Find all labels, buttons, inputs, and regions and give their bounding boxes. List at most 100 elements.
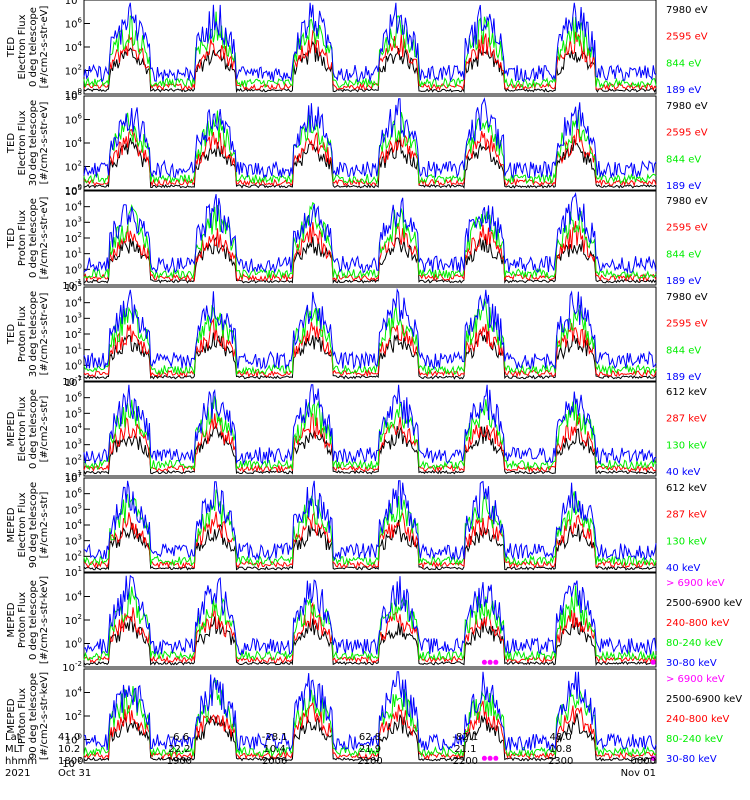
y-tick-label: 101 [65, 565, 82, 579]
x-tick-label: 10.8 [550, 744, 572, 755]
y-tick-label: 100 [65, 358, 82, 372]
series-green [83, 489, 657, 567]
legend-entry: 189 eV [666, 85, 701, 96]
legend-entry: 30-80 keV [666, 754, 717, 765]
legend-entry: > 6900 keV [666, 674, 725, 685]
x-tick-label: -6.6 [170, 732, 190, 743]
series-blue [83, 97, 657, 180]
series-green [83, 585, 657, 662]
x-tick-label: 21.1 [454, 744, 476, 755]
legend-entry: 7980 eV [666, 101, 708, 112]
series-green [83, 11, 657, 89]
legend-entry: 844 eV [666, 345, 701, 356]
x-tick-label: 2100 [357, 756, 382, 767]
y-tick-label: 103 [65, 534, 82, 548]
y-tick-label: 100 [65, 637, 82, 651]
x-tick-label: 22.2 [168, 744, 190, 755]
series-red [83, 511, 657, 570]
series-red [83, 413, 657, 474]
legend-entry: 7980 eV [666, 292, 708, 303]
y-tick-label: 104 [65, 590, 83, 604]
y-tick-label: 101 [65, 343, 82, 357]
y-tick-label: 104 [65, 296, 83, 310]
y-tick-label: 103 [65, 438, 82, 452]
y-tick-label: 102 [65, 327, 82, 341]
series-magenta-point [493, 755, 499, 761]
y-tick-label: 104 [65, 422, 83, 436]
y-tick-label: 101 [65, 247, 82, 261]
series-magenta-point [487, 659, 493, 665]
y-axis-label: MEPEDElectron Flux0 deg telescope[#/cm2-… [6, 389, 50, 469]
y-axis-label: TEDElectron Flux30 deg telescope[#/cm2-s… [6, 100, 50, 186]
row-label-lat: Lat [5, 732, 21, 743]
series-green [83, 110, 657, 186]
y-tick-label: 102 [65, 64, 82, 78]
legend-entry: 2500-6900 keV [666, 598, 742, 609]
x-tick-label: 1900 [167, 756, 192, 767]
y-axis-label: MEPEDElectron Flux90 deg telescope[#/cm2… [6, 482, 50, 568]
legend-entry: > 6900 keV [666, 578, 725, 589]
series-green [83, 679, 657, 758]
legend-entry: 844 eV [666, 58, 701, 69]
x-tick-label: 1800 [58, 756, 83, 767]
x-tick-label: -82.1 [452, 732, 478, 743]
series-magenta-point [487, 755, 493, 761]
legend-entry: 189 eV [666, 181, 701, 192]
x-tick-label: -28.1 [262, 732, 288, 743]
series-blue [83, 2, 657, 83]
legend-entry: 189 eV [666, 372, 701, 383]
legend-entry: 130 keV [666, 536, 707, 547]
series-blue [83, 574, 657, 656]
legend-entry: 7980 eV [666, 196, 708, 207]
legend-entry: 30-80 keV [666, 658, 717, 669]
y-tick-label: 102 [65, 453, 82, 467]
y-tick-label: 106 [65, 487, 83, 501]
y-tick-label: 104 [65, 686, 83, 700]
series-red [83, 220, 657, 283]
series-black [83, 616, 657, 667]
panel-7: 10-2 100 102 104 MEPEDProton Flux0 deg teles… [6, 572, 742, 674]
series-magenta-point [481, 755, 487, 761]
x-tick-label: 2300 [548, 756, 573, 767]
series-blue [83, 384, 657, 466]
legend-entry: 189 eV [666, 276, 701, 287]
series-green [83, 395, 657, 471]
y-tick-label: 105 [65, 280, 82, 294]
series-blue [83, 287, 657, 370]
y-tick-label: 104 [65, 136, 83, 150]
y-tick-label: 104 [65, 200, 83, 214]
series-black [83, 423, 657, 475]
legend-entry: 287 keV [666, 414, 707, 425]
legend-entry: 287 keV [666, 510, 707, 521]
x-tick-label: 2000 [262, 756, 287, 767]
series-magenta-point [650, 659, 656, 665]
series-blue [83, 671, 657, 752]
series-magenta-point [650, 755, 656, 761]
legend-entry: 2500-6900 keV [666, 694, 742, 705]
series-red [83, 29, 657, 91]
series-magenta-point [493, 659, 499, 665]
y-tick-label: 102 [65, 613, 82, 627]
y-tick-label: 102 [65, 709, 82, 723]
legend-entry: 240-800 keV [666, 714, 730, 725]
x-tick-label: Oct 31 [58, 768, 91, 779]
y-tick-label: 10-2 [62, 660, 82, 674]
series-red [83, 601, 657, 664]
x-tick-label: 0000 [631, 756, 656, 767]
legend-entry: 612 keV [666, 387, 707, 398]
y-axis-label: TEDProton Flux30 deg telescope[#/cm2-s-s… [6, 291, 50, 377]
y-tick-label: 102 [65, 231, 82, 245]
y-tick-label: 104 [65, 40, 83, 54]
y-tick-label: 108 [65, 0, 82, 7]
legend-entry: 2595 eV [666, 223, 708, 234]
y-tick-label: 105 [65, 406, 82, 420]
y-tick-label: 107 [65, 375, 82, 389]
y-tick-label: 107 [65, 471, 82, 485]
x-tick-label: 2200 [453, 756, 478, 767]
series-magenta-point [481, 659, 487, 665]
series-blue [83, 192, 657, 275]
legend-entry: 844 eV [666, 154, 701, 165]
